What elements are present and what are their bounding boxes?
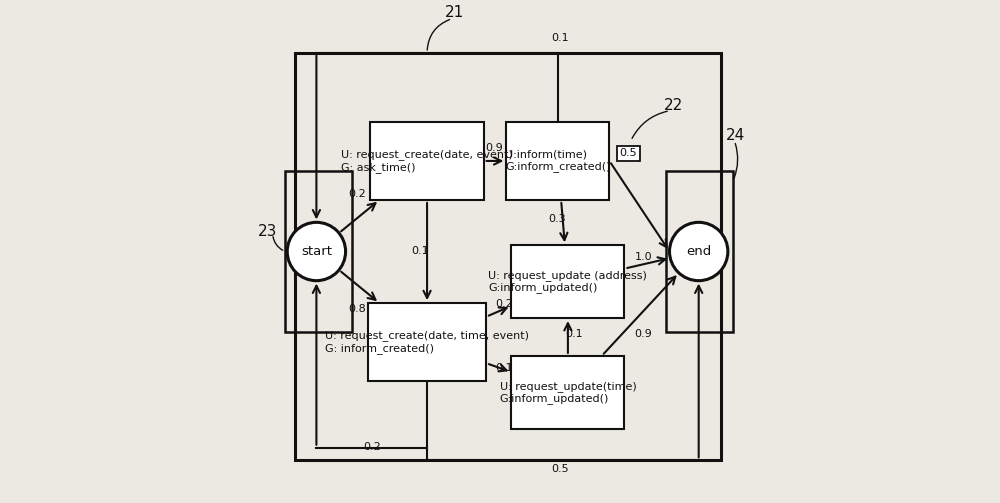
Circle shape (287, 222, 346, 281)
Bar (511, 245, 624, 318)
Bar (506, 122, 609, 200)
Text: 0.1: 0.1 (566, 329, 583, 340)
Text: 0.1: 0.1 (552, 33, 569, 43)
Text: U: request_create(date, time, event)
G: inform_created(): U: request_create(date, time, event) G: … (325, 330, 529, 354)
Text: end: end (686, 245, 711, 258)
Text: U: request_update(time)
G:inform_updated(): U: request_update(time) G:inform_updated… (500, 381, 636, 404)
Text: 22: 22 (664, 98, 683, 113)
Text: 0.2: 0.2 (348, 189, 366, 199)
Text: 0.5: 0.5 (552, 464, 569, 474)
Text: 0.9: 0.9 (634, 329, 652, 340)
Text: 0.1: 0.1 (412, 246, 429, 257)
Text: 0.1: 0.1 (495, 363, 513, 373)
Bar (511, 356, 624, 429)
Bar (368, 303, 486, 381)
Text: 23: 23 (258, 224, 277, 239)
Text: 0.2: 0.2 (495, 299, 513, 309)
Text: U: request_update (address)
G:inform_updated(): U: request_update (address) G:inform_upd… (488, 270, 647, 293)
Bar (370, 122, 484, 200)
Bar (285, 171, 352, 332)
Text: 0.9: 0.9 (485, 143, 503, 153)
Bar (295, 53, 721, 460)
Text: 1.0: 1.0 (635, 252, 652, 262)
Text: 24: 24 (726, 128, 745, 143)
Text: 0.2: 0.2 (363, 442, 381, 452)
Text: U:inform(time)
G:inform_created(): U:inform(time) G:inform_created() (505, 150, 611, 172)
Text: 0.3: 0.3 (548, 214, 566, 224)
Bar (666, 171, 733, 332)
Circle shape (670, 222, 728, 281)
Text: 0.5: 0.5 (619, 148, 637, 158)
Text: 21: 21 (445, 5, 464, 20)
Text: start: start (301, 245, 332, 258)
Text: 0.8: 0.8 (348, 304, 366, 314)
Text: U: request_create(date, event)
G: ask_time(): U: request_create(date, event) G: ask_ti… (341, 149, 513, 173)
